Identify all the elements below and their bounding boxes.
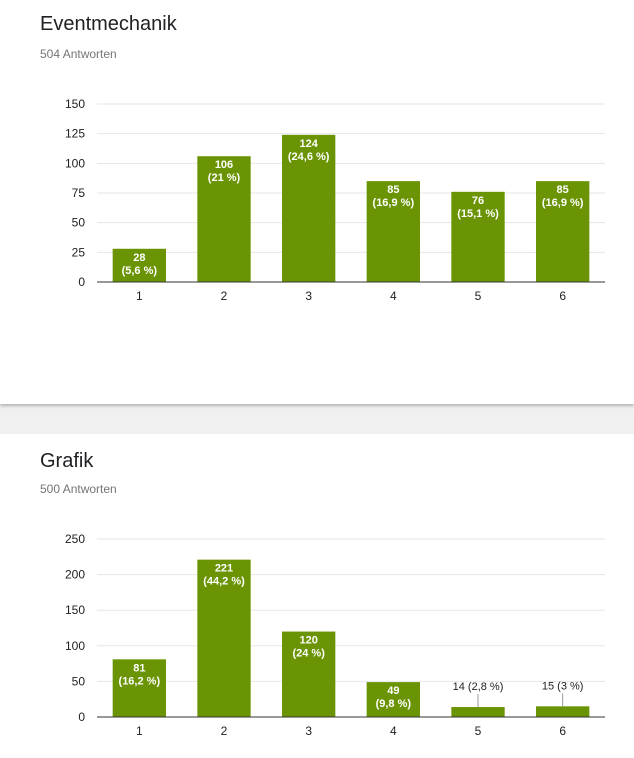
question-title: Eventmechanik [40, 13, 177, 35]
x-tick-label: 2 [221, 724, 228, 738]
bar-percent-label: (16,9 %) [373, 197, 415, 209]
y-tick-label: 0 [78, 710, 85, 724]
bar-value-label: 106 [215, 159, 233, 171]
response-count: 500 Antworten [40, 482, 117, 496]
question-card-grafik: Grafik 500 Antworten 0 50 100 150 200 250 81 (1… [0, 434, 634, 758]
bar-value-label: 15 (3 %) [542, 680, 584, 692]
bar-percent-label: (44,2 %) [203, 576, 245, 588]
bar-percent-label: (24 %) [292, 648, 325, 660]
x-tick-label: 5 [475, 724, 482, 738]
bar-value-label: 221 [215, 563, 233, 575]
x-tick-label: 5 [475, 289, 482, 303]
y-tick-label: 125 [65, 127, 85, 141]
bar[interactable] [366, 682, 421, 717]
y-tick-label: 250 [65, 532, 85, 546]
bar-value-label: 85 [557, 184, 569, 196]
bar[interactable] [535, 706, 590, 717]
x-tick-label: 1 [136, 289, 143, 303]
y-tick-label: 150 [65, 603, 85, 617]
question-title: Grafik [40, 450, 94, 472]
y-tick-label: 50 [72, 674, 86, 688]
x-tick-label: 3 [305, 724, 312, 738]
bar[interactable] [112, 248, 167, 282]
x-tick-label: 2 [221, 289, 228, 303]
bar-value-label: 49 [387, 685, 399, 697]
y-tick-label: 150 [65, 97, 85, 111]
bar-value-label: 76 [472, 195, 484, 207]
bar-value-label: 124 [299, 138, 318, 150]
response-count: 504 Antworten [40, 47, 117, 61]
bar[interactable] [197, 559, 251, 717]
y-tick-label: 0 [78, 275, 85, 289]
bar-value-label: 85 [387, 184, 399, 196]
bar-percent-label: (16,2 %) [119, 675, 161, 687]
bar-value-label: 81 [133, 662, 145, 674]
bar-value-label: 14 (2,8 %) [453, 681, 504, 693]
bar-percent-label: (21 %) [208, 172, 241, 184]
x-tick-label: 4 [390, 289, 397, 303]
bar[interactable] [281, 631, 336, 717]
y-tick-label: 100 [65, 156, 85, 170]
y-tick-label: 75 [72, 186, 86, 200]
bar-percent-label: (5,6 %) [122, 265, 158, 277]
bar-percent-label: (15,1 %) [457, 208, 499, 220]
bar-chart-grafik: 0 50 100 150 200 250 81(16,2 %) 1 221(44,2 %) 2 12… [65, 532, 605, 738]
bar[interactable] [451, 707, 505, 717]
y-tick-label: 25 [72, 245, 86, 259]
bar-value-label: 120 [299, 635, 317, 647]
x-tick-label: 4 [390, 724, 397, 738]
bar[interactable] [281, 134, 336, 282]
x-tick-label: 6 [559, 724, 566, 738]
bar-percent-label: (16,9 %) [542, 197, 584, 209]
bar-percent-label: (9,8 %) [376, 698, 412, 710]
bar[interactable] [366, 181, 421, 282]
y-tick-label: 100 [65, 639, 85, 653]
bar[interactable] [535, 181, 590, 282]
bar-value-label: 28 [133, 252, 145, 264]
bar[interactable] [112, 659, 167, 717]
bar[interactable] [451, 191, 505, 282]
bar-percent-label: (24,6 %) [288, 151, 330, 163]
bar[interactable] [197, 156, 251, 282]
y-tick-label: 200 [65, 568, 85, 582]
x-tick-label: 1 [136, 724, 143, 738]
x-tick-label: 3 [305, 289, 312, 303]
x-tick-label: 6 [559, 289, 566, 303]
y-tick-label: 50 [72, 216, 86, 230]
question-card-eventmechanik: Eventmechanik 504 Antworten 0 25 50 75 100 12… [0, 0, 634, 404]
